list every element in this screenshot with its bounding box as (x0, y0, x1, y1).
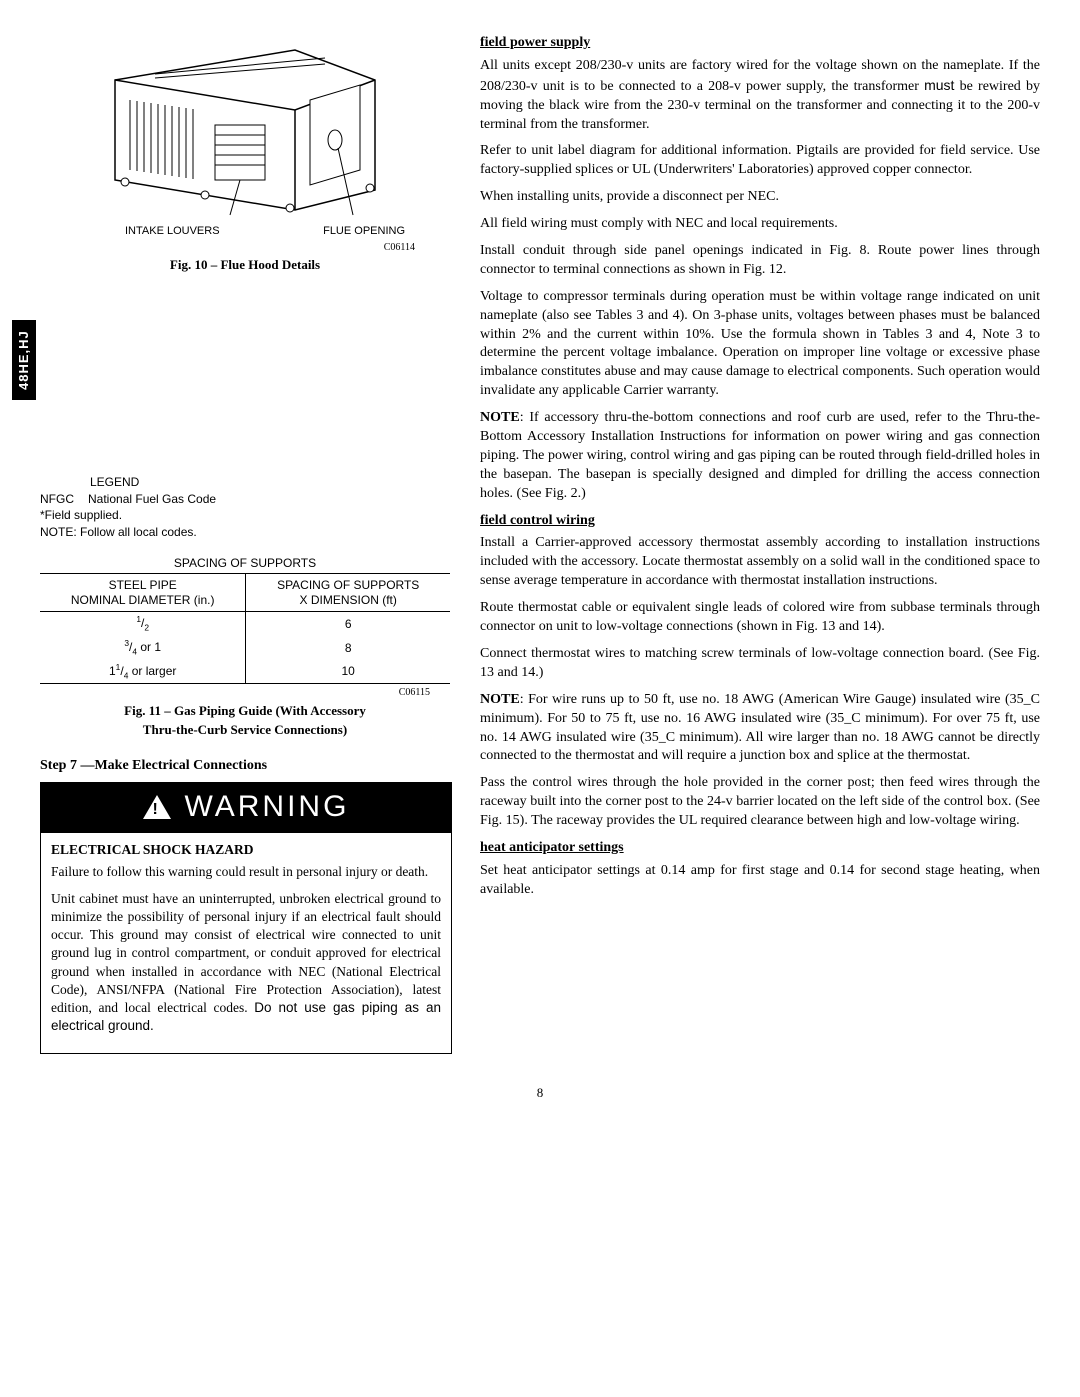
spacing-title: SPACING OF SUPPORTS (40, 555, 450, 571)
warning-triangle-icon (143, 795, 171, 819)
fp3: When installing units, provide a disconn… (480, 188, 1040, 207)
fp6: Voltage to compressor terminals during o… (480, 288, 1040, 401)
flue-opening-label: FLUE OPENING (323, 224, 405, 239)
col1-header: STEEL PIPE NOMINAL DIAMETER (in.) (40, 574, 246, 612)
table-row: 11/4 or larger 10 (40, 660, 450, 684)
nfgc-abbrev: NFGC (40, 491, 74, 508)
fp4: All field wiring must comply with NEC an… (480, 215, 1040, 234)
fig10-code: C06114 (55, 241, 435, 255)
unit-drawing (95, 30, 395, 220)
field-control-head: field control wiring (480, 512, 1040, 531)
table-row: 3/4 or 1 8 (40, 636, 450, 660)
legend-note: NOTE: Follow all local codes. (40, 524, 450, 541)
fp2: Refer to unit label diagram for addition… (480, 142, 1040, 180)
page-number: 8 (40, 1084, 1040, 1102)
legend-heading: LEGEND (40, 474, 450, 491)
field-supplied: *Field supplied. (40, 507, 450, 524)
col2-header: SPACING OF SUPPORTS X DIMENSION (ft) (246, 574, 450, 612)
fc5: Pass the control wires through the hole … (480, 774, 1040, 831)
fig11-caption-1: Fig. 11 – Gas Piping Guide (With Accesso… (40, 702, 450, 720)
spacing-table: STEEL PIPE NOMINAL DIAMETER (in.) SPACIN… (40, 573, 450, 684)
warning-box: WARNING ELECTRICAL SHOCK HAZARD Failure … (40, 782, 452, 1055)
warning-p2: Unit cabinet must have an uninterrupted,… (51, 890, 441, 1036)
legend-block: LEGEND NFGC National Fuel Gas Code *Fiel… (40, 474, 450, 541)
intake-louvers-label: INTAKE LOUVERS (125, 224, 220, 239)
figure-10: INTAKE LOUVERS FLUE OPENING C06114 Fig. … (55, 30, 435, 274)
warning-header: WARNING (41, 783, 451, 834)
heat1: Set heat anticipator settings at 0.14 am… (480, 862, 1040, 900)
fp5: Install conduit through side panel openi… (480, 242, 1040, 280)
hazard-heading: ELECTRICAL SHOCK HAZARD (51, 841, 441, 859)
step7-heading: Step 7 —Make Electrical Connections (40, 757, 450, 776)
heat-head: heat anticipator settings (480, 839, 1040, 858)
fig10-caption: Fig. 10 – Flue Hood Details (55, 256, 435, 274)
fc2: Route thermostat cable or equivalent sin… (480, 599, 1040, 637)
warning-label: WARNING (185, 787, 350, 828)
fc3: Connect thermostat wires to matching scr… (480, 645, 1040, 683)
nfgc-text: National Fuel Gas Code (88, 491, 216, 508)
fc1: Install a Carrier-approved accessory the… (480, 534, 1040, 591)
fig11-caption-2: Thru-the-Curb Service Connections) (40, 721, 450, 739)
side-tab: 48HE,HJ (12, 320, 36, 400)
fp1: All units except 208/230-v units are fac… (480, 57, 1040, 135)
fc4: NOTE: For wire runs up to 50 ft, use no.… (480, 691, 1040, 767)
field-power-head: field power supply (480, 34, 1040, 53)
warning-p1: Failure to follow this warning could res… (51, 863, 441, 881)
table-row: 1/2 6 (40, 612, 450, 636)
fp7: NOTE: If accessory thru-the-bottom conne… (480, 409, 1040, 503)
fig11-code: C06115 (40, 686, 450, 700)
